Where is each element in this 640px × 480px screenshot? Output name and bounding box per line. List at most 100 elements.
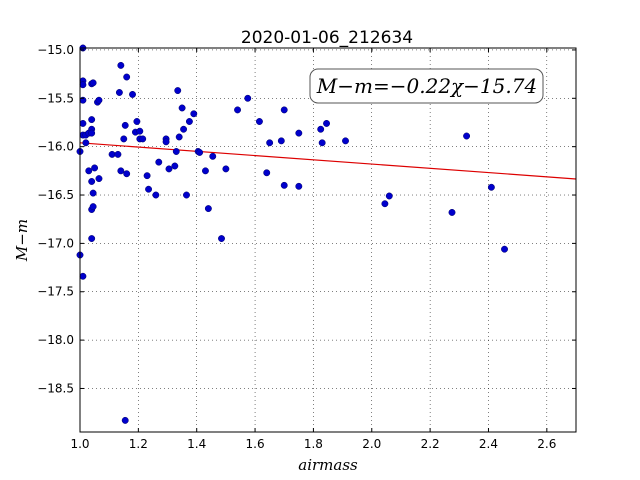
data-point (180, 125, 188, 133)
data-point (218, 235, 225, 242)
data-point (88, 235, 96, 242)
y-tick-label: −17.5 (37, 285, 74, 299)
data-point (463, 132, 471, 140)
data-point (117, 167, 125, 175)
data-point (280, 106, 288, 114)
data-point (255, 118, 263, 125)
grid (80, 48, 576, 432)
data-point (114, 150, 122, 158)
data-point (95, 175, 103, 183)
x-tick-label: 2.6 (537, 437, 556, 451)
data-point (117, 61, 125, 69)
chart-title: 2020-01-06_212634 (241, 28, 413, 48)
y-tick-label: −15.0 (37, 43, 74, 57)
data-point (266, 139, 274, 147)
data-point (280, 181, 288, 189)
data-point (202, 167, 209, 175)
data-point (174, 87, 182, 95)
y-tick-label: −16.0 (37, 140, 74, 154)
data-point (121, 416, 129, 424)
x-tick-label: 1.8 (304, 437, 323, 451)
data-point (115, 89, 123, 96)
x-tick-label: 1.4 (187, 437, 206, 451)
data-point (79, 272, 87, 280)
data-point (295, 182, 303, 190)
data-point (139, 135, 147, 143)
data-point (82, 139, 90, 147)
data-point (171, 162, 179, 170)
y-tick-label: −15.5 (37, 91, 74, 105)
data-point (120, 135, 128, 143)
data-point (91, 164, 99, 172)
data-point (143, 172, 151, 180)
data-point (185, 118, 193, 125)
y-tick-label: −18.5 (37, 381, 74, 395)
data-point (165, 165, 173, 173)
data-point (204, 205, 212, 213)
data-point (209, 152, 217, 160)
fit-line-group (79, 142, 577, 180)
data-point (89, 79, 97, 87)
fit-annotation: M−m=−0.22χ−15.74 (309, 68, 544, 104)
data-point (190, 110, 198, 118)
data-point (263, 169, 271, 177)
data-point (88, 129, 96, 137)
data-point (381, 200, 389, 208)
data-point (342, 137, 349, 145)
data-point (501, 245, 508, 253)
x-tick-label: 2.0 (362, 437, 381, 451)
data-point (85, 167, 93, 175)
data-point (317, 125, 325, 133)
data-point (162, 138, 170, 146)
data-point (318, 139, 326, 147)
x-axis-ticks: 1.0 1.2 1.4 1.6 1.8 2.0 2.2 2.4 2.6 (70, 48, 556, 451)
data-point (152, 191, 160, 199)
plot-frame (79, 47, 577, 433)
y-tick-label: −16.5 (37, 188, 74, 202)
data-point (89, 189, 97, 197)
y-axis-label: M−m (13, 219, 31, 262)
data-point (136, 127, 144, 135)
data-point (95, 96, 103, 104)
fit-equation: M−m=−0.22χ−15.74 (316, 74, 537, 98)
x-tick-label: 1.6 (246, 437, 265, 451)
data-point (175, 133, 183, 141)
data-point (385, 192, 393, 200)
data-point (123, 73, 131, 81)
data-point (244, 94, 252, 102)
data-point (295, 129, 303, 137)
data-point (79, 81, 87, 89)
x-tick-label: 2.4 (479, 437, 498, 451)
annotation-box (309, 68, 544, 104)
data-point (183, 191, 190, 199)
data-point (178, 104, 186, 112)
data-point (277, 137, 285, 145)
data-point (155, 158, 163, 166)
x-tick-label: 1.2 (129, 437, 148, 451)
data-point (448, 208, 456, 216)
data-point (88, 178, 96, 185)
data-point (133, 118, 141, 125)
fit-line (79, 142, 577, 180)
data-point (121, 121, 129, 129)
data-point (88, 116, 96, 124)
data-point (145, 185, 153, 193)
x-tick-label: 2.2 (421, 437, 440, 451)
x-axis-label: airmass (298, 456, 358, 474)
data-point (172, 148, 180, 155)
data-point (129, 90, 136, 98)
data-point (487, 183, 495, 191)
y-tick-label: −17.0 (37, 236, 74, 250)
data-point (123, 170, 131, 178)
x-tick-label: 1.0 (70, 437, 89, 451)
data-point (234, 106, 242, 114)
data-point (108, 150, 116, 158)
data-point (196, 149, 204, 156)
data-point (323, 119, 330, 127)
data-point (222, 165, 230, 173)
y-axis-ticks: −15.0 −15.5 −16.0 −16.5 −17.0 −17.5 −18.0 −18.5 (37, 43, 576, 395)
data-point (79, 119, 87, 127)
data-point (89, 203, 97, 211)
y-tick-label: −18.0 (37, 333, 74, 347)
